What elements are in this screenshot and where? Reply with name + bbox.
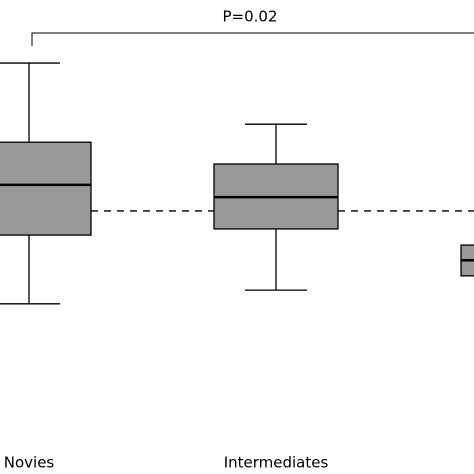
significance-bracket: [31, 32, 474, 46]
box: [0, 141, 92, 236]
annotation: P=0.02: [222, 8, 277, 26]
x-tick-label: Novies: [4, 454, 55, 472]
x-tick-label: Intermediates: [224, 454, 329, 472]
